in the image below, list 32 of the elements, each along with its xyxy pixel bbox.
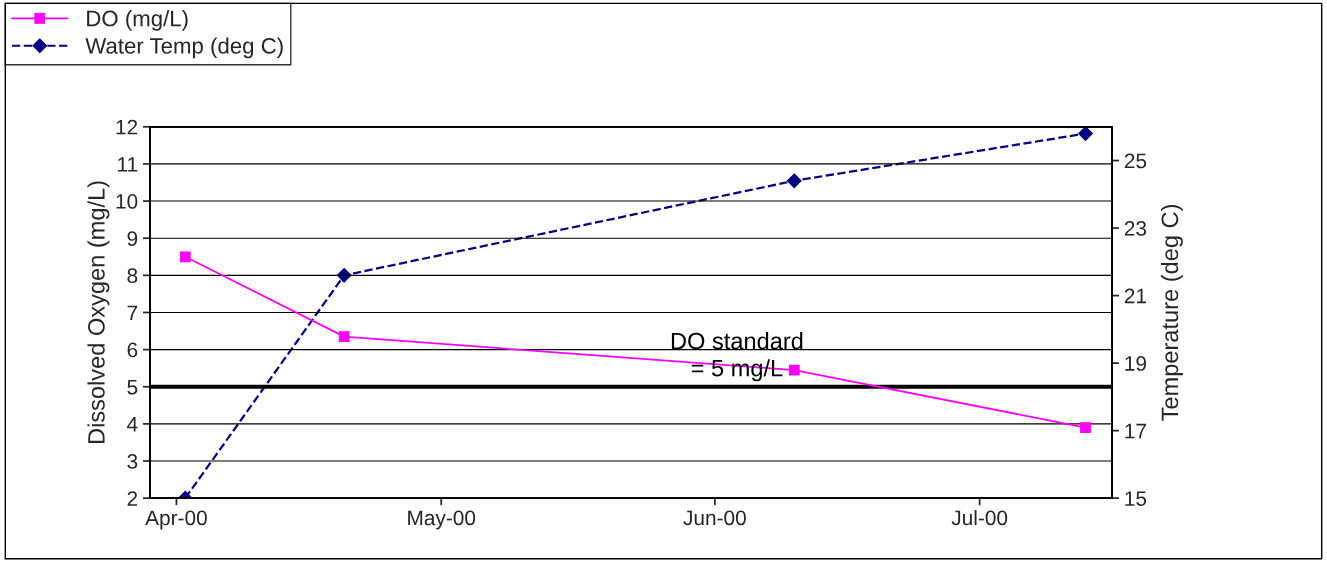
y2-tick-label: 17 xyxy=(1125,423,1146,439)
y-tick-label: 7 xyxy=(127,305,138,321)
y-tick-label: 5 xyxy=(127,379,138,395)
y2-tick-label: 23 xyxy=(1124,221,1147,236)
y-axis-title: Dissolved Oxygen (mg/L) xyxy=(87,181,110,444)
y-tick-label: 9 xyxy=(127,231,138,246)
point xyxy=(336,267,352,283)
legend-label: DO (mg/L) xyxy=(87,10,188,31)
y-tick-label: 12 xyxy=(116,119,138,135)
y2-tick-label: 15 xyxy=(1125,491,1147,506)
y-tick-label: 6 xyxy=(127,342,138,358)
point xyxy=(338,331,350,342)
point xyxy=(786,173,802,189)
point xyxy=(788,364,800,376)
y2-tick-label: 19 xyxy=(1125,356,1147,371)
y2-axis-title: Temperature (deg C) xyxy=(1160,205,1183,421)
y2-tick-label: 21 xyxy=(1124,288,1146,304)
point xyxy=(1078,126,1093,141)
legend-label: Water Temp (deg C) xyxy=(85,37,283,59)
y2-tick-label: 25 xyxy=(1124,153,1147,169)
x-tick-label: May-00 xyxy=(408,510,476,530)
point xyxy=(1080,422,1091,433)
y-tick-label: 3 xyxy=(127,454,138,469)
y-tick-label: 10 xyxy=(116,194,138,209)
x-tick-label: Jul-00 xyxy=(951,509,1008,526)
x-tick-label: Apr-00 xyxy=(145,510,207,530)
x-tick-label: Jun-00 xyxy=(683,510,746,526)
y-tick-label: 4 xyxy=(127,417,138,432)
y-tick-label: 11 xyxy=(118,157,138,172)
y-tick-label: 2 xyxy=(127,491,138,506)
point xyxy=(179,251,191,263)
y-tick-label: 8 xyxy=(127,268,138,284)
